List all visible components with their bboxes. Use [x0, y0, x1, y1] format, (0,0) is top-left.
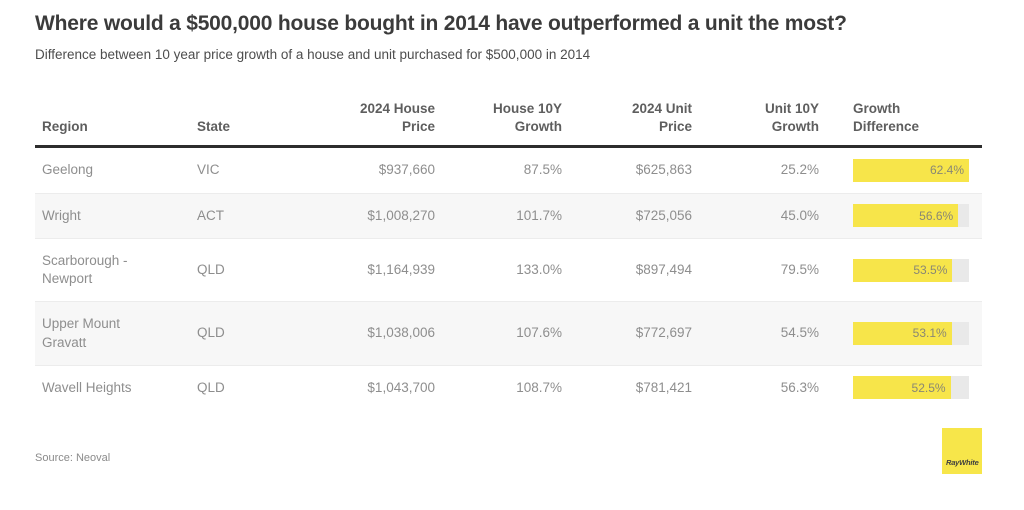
cell-unit-10y-growth: 56.3% — [780, 379, 819, 395]
cell-region: Upper Mount Gravatt — [42, 316, 121, 350]
growth-difference-value: 53.5% — [913, 263, 948, 277]
growth-difference-value: 53.1% — [912, 326, 947, 341]
growth-difference-bar-fill: 56.6% — [853, 204, 959, 228]
cell-state: QLD — [197, 325, 225, 341]
cell-state: ACT — [197, 207, 224, 223]
growth-difference-bar-track: 52.5% — [853, 376, 969, 400]
source-note: Source: Neoval — [35, 451, 111, 464]
growth-difference-value: 62.4% — [929, 163, 964, 178]
growth-difference-value: 52.5% — [911, 380, 946, 395]
cell-state: VIC — [197, 162, 220, 178]
growth-difference-bar-fill: 62.4% — [853, 159, 969, 183]
cell-2024-house-price: $1,008,270 — [367, 207, 435, 223]
cell-2024-house-price: $1,038,006 — [367, 325, 435, 341]
column-header-house-10y-growth: House 10Y Growth — [492, 101, 562, 135]
cell-house-10y-growth: 107.6% — [516, 325, 562, 341]
growth-difference-bar-track: 56.6% — [853, 204, 969, 228]
cell-2024-unit-price: $781,421 — [635, 379, 692, 395]
cell-house-10y-growth: 108.7% — [516, 379, 562, 395]
cell-2024-house-price: $1,043,700 — [367, 379, 435, 395]
table-row: Wavell Heights QLD $1,043,700 108.7% $78… — [35, 364, 982, 410]
cell-unit-10y-growth: 79.5% — [780, 261, 819, 277]
table-row: Scarborough - Newport QLD $1,164,939 133… — [35, 237, 982, 301]
growth-difference-bar-track: 53.1% — [853, 322, 969, 346]
column-header-2024-house-price: 2024 House Price — [359, 101, 435, 135]
growth-difference-value: 56.6% — [919, 208, 954, 223]
page-title: Where would a $500,000 house bought in 2… — [35, 12, 847, 35]
column-header-region: Region — [42, 119, 88, 135]
cell-growth-difference: 62.4% — [819, 149, 982, 192]
column-header-growth-difference: Growth Difference — [853, 101, 920, 135]
cell-growth-difference: 53.1% — [819, 312, 982, 355]
cell-region: Wright — [42, 207, 81, 223]
cell-region: Geelong — [42, 162, 94, 178]
cell-2024-unit-price: $897,494 — [635, 261, 692, 277]
table-row: Upper Mount Gravatt QLD $1,038,006 107.6… — [35, 301, 982, 365]
raywhite-logo-text: RayWhite — [946, 457, 979, 467]
cell-unit-10y-growth: 45.0% — [780, 207, 819, 223]
cell-growth-difference: 56.6% — [819, 194, 982, 237]
column-header-2024-unit-price: 2024 Unit Price — [631, 101, 692, 135]
column-header-unit-10y-growth: Unit 10Y Growth — [764, 101, 819, 135]
cell-house-10y-growth: 101.7% — [516, 207, 562, 223]
table-row: Geelong VIC $937,660 87.5% $625,863 25.2… — [35, 148, 982, 192]
table-row: Wright ACT $1,008,270 101.7% $725,056 45… — [35, 192, 982, 238]
growth-difference-bar-fill: 52.5% — [853, 376, 951, 400]
growth-comparison-table: Region State 2024 House Price House 10Y … — [35, 100, 982, 410]
cell-unit-10y-growth: 54.5% — [780, 325, 819, 341]
cell-region: Wavell Heights — [42, 379, 132, 395]
cell-2024-house-price: $1,164,939 — [367, 261, 435, 277]
cell-unit-10y-growth: 25.2% — [780, 162, 819, 178]
cell-region: Scarborough - Newport — [42, 252, 128, 287]
cell-2024-unit-price: $772,697 — [635, 325, 692, 341]
table-body: Geelong VIC $937,660 87.5% $625,863 25.2… — [35, 148, 982, 410]
growth-difference-bar-track: 53.5% — [853, 258, 969, 282]
cell-state: QLD — [197, 379, 225, 395]
cell-house-10y-growth: 87.5% — [523, 162, 562, 178]
cell-state: QLD — [197, 261, 225, 277]
table-header-row: Region State 2024 House Price House 10Y … — [35, 100, 982, 149]
column-header-state: State — [197, 119, 231, 135]
growth-difference-bar-fill: 53.5% — [853, 258, 953, 282]
growth-difference-bar-fill: 53.1% — [853, 322, 952, 346]
raywhite-logo: RayWhite — [942, 427, 982, 474]
cell-2024-house-price: $937,660 — [378, 162, 435, 178]
cell-growth-difference: 53.5% — [819, 249, 982, 292]
footer: Source: Neoval RayWhite — [35, 410, 982, 474]
cell-house-10y-growth: 133.0% — [516, 261, 562, 277]
cell-2024-unit-price: $625,863 — [635, 162, 692, 178]
cell-2024-unit-price: $725,056 — [635, 207, 692, 223]
page-subtitle: Difference between 10 year price growth … — [35, 47, 591, 62]
cell-growth-difference: 52.5% — [819, 366, 982, 409]
growth-difference-bar-track: 62.4% — [853, 159, 969, 183]
